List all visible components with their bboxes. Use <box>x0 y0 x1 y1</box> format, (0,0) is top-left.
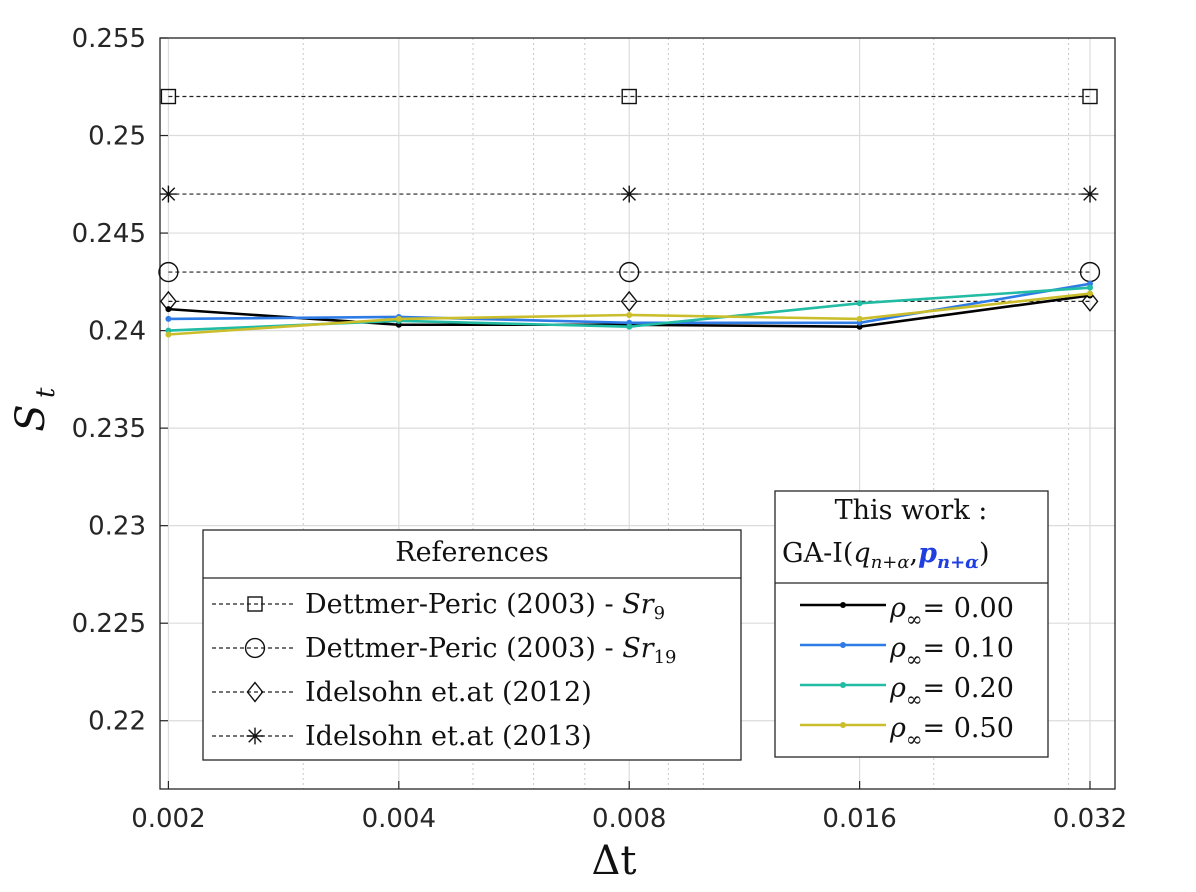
x-axis-label: Δt <box>592 838 637 884</box>
legend-work-title-line2: GA-I(qn+α,pn+α) <box>782 538 990 573</box>
marker-asterisk <box>620 185 638 203</box>
work-series-point <box>856 315 863 322</box>
y-axis-label-main: S <box>8 404 54 431</box>
y-tick-label: 0.22 <box>88 707 146 737</box>
work-series-point <box>1086 284 1093 291</box>
y-tick-label: 0.225 <box>72 609 146 639</box>
legend-work-point <box>840 682 846 688</box>
marker-square <box>1082 88 1098 105</box>
legend-references-entries: Dettmer-Peric (2003) - Sr9 Dettmer-Peric … <box>212 589 677 752</box>
legend-references-title: References <box>395 537 549 568</box>
y-tick-label: 0.23 <box>88 512 146 542</box>
work-series-point <box>856 300 863 307</box>
y-tick-label: 0.25 <box>88 122 146 152</box>
axes-box <box>159 37 1116 790</box>
legend-ref-label: Dettmer-Peric (2003) - Sr19 <box>305 633 677 668</box>
x-tick-label: 0.032 <box>1053 804 1127 834</box>
marker-asterisk <box>1081 185 1099 203</box>
legend-work-point <box>840 722 846 728</box>
legend-ref-label: Idelsohn et.at (2013) <box>305 721 592 752</box>
y-tick-label: 0.245 <box>72 219 146 249</box>
y-tick-label: 0.24 <box>88 317 146 347</box>
legend-work-label: ρ∞= 0.20 <box>889 673 1014 711</box>
work-series-point <box>165 315 172 322</box>
legend-ref-label: Dettmer-Peric (2003) - Sr9 <box>305 589 665 624</box>
marker-square <box>160 88 177 105</box>
work-series-point <box>626 323 633 330</box>
marker-diamond <box>620 290 638 312</box>
y-axis-label: S t <box>8 387 61 432</box>
x-tick-label: 0.016 <box>822 804 896 834</box>
axis-ticks: 0.002 0.004 0.008 0.016 0.032 0.22 0.225 0.23 0.… <box>72 24 1128 834</box>
legend-work-label: ρ∞= 0.00 <box>889 593 1014 631</box>
marker-asterisk <box>160 185 177 203</box>
legend-references-box <box>202 529 742 761</box>
legend-work-entries: ρ∞= 0.00ρ∞= 0.10ρ∞= 0.20ρ∞= 0.50 <box>800 593 1014 751</box>
work-series-point <box>1086 290 1093 297</box>
marker-circle <box>158 261 179 283</box>
legend-references: References Dettmer-Peric (2003) - Sr9Det… <box>202 529 742 761</box>
marker-asterisk <box>246 727 264 745</box>
marker-circle <box>244 637 266 659</box>
legend-work-point <box>840 602 846 608</box>
legend-work: This work : GA-I(qn+α,pn+α) ρ∞= 0.00ρ∞= … <box>774 490 1049 758</box>
y-tick-label: 0.255 <box>72 24 146 54</box>
x-axis-label-text: Δt <box>592 838 637 884</box>
legend-work-label: ρ∞= 0.50 <box>889 713 1014 751</box>
work-series-point <box>165 331 172 338</box>
y-axis-label-sub: t <box>31 387 61 398</box>
x-tick-label: 0.002 <box>131 804 205 834</box>
marker-circle <box>619 261 640 283</box>
work-lines <box>165 280 1093 338</box>
marker-diamond <box>246 681 264 703</box>
x-tick-label: 0.004 <box>362 804 436 834</box>
legend-work-box <box>774 490 1049 758</box>
legend-ref-label: Idelsohn et.at (2012) <box>305 677 592 708</box>
x-tick-label: 0.008 <box>592 804 666 834</box>
work-series-point <box>626 311 633 318</box>
legend-work-label: ρ∞= 0.10 <box>889 633 1014 671</box>
work-series-point <box>395 315 402 322</box>
work-series-point <box>165 306 172 313</box>
marker-diamond <box>1081 290 1099 312</box>
marker-square <box>621 88 637 105</box>
marker-square <box>247 596 263 612</box>
y-tick-label: 0.235 <box>72 414 146 444</box>
legend-work-point <box>840 642 846 648</box>
legend-work-title-line1: This work : <box>835 495 988 526</box>
